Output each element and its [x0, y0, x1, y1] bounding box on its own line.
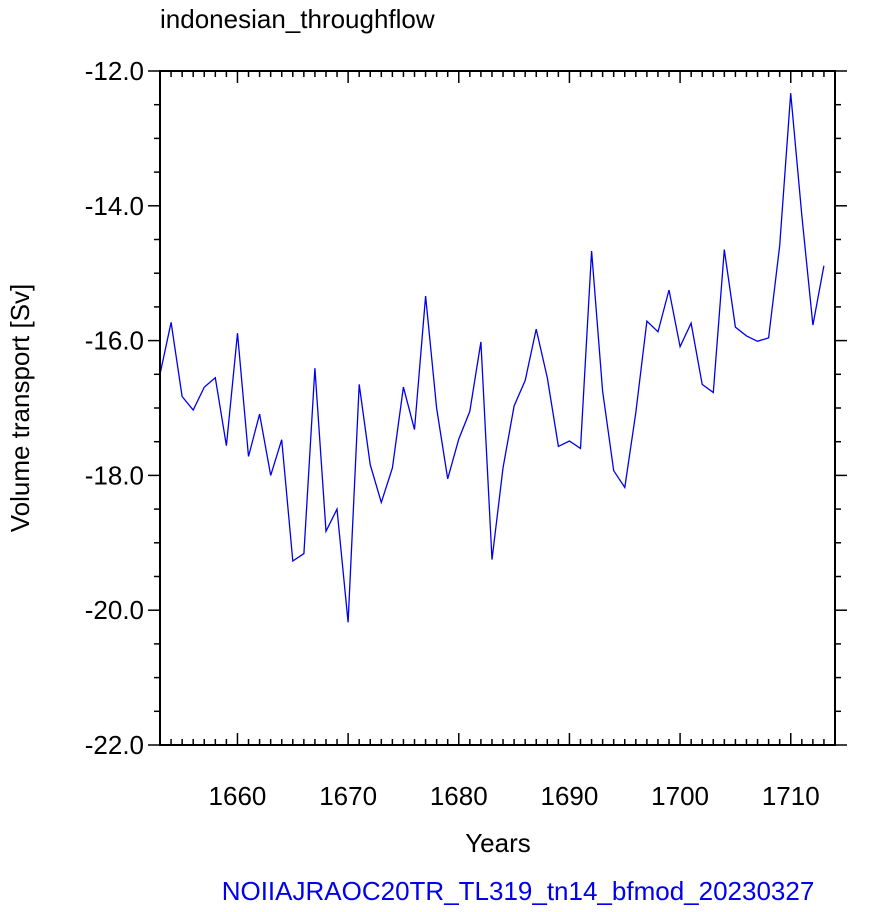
series-line	[159, 93, 825, 623]
footer-label: NOIIAJRAOC20TR_TL319_tn14_bfmod_20230327	[222, 876, 815, 906]
x-axis-label: Years	[465, 828, 531, 858]
x-tick-label: 1700	[651, 781, 709, 811]
y-tick-labels: -22.0 -20.0 -18.0 -16.0 -14.0 -12.0	[85, 56, 144, 760]
x-tick-labels: 1660 1670 1680 1690 1700 1710	[209, 781, 820, 811]
y-tick-label: -20.0	[85, 595, 144, 625]
y-tick-label: -18.0	[85, 460, 144, 490]
y-tick-label: -22.0	[85, 730, 144, 760]
x-tick-label: 1670	[319, 781, 377, 811]
y-tick-label: -12.0	[85, 56, 144, 86]
x-tick-label: 1690	[541, 781, 599, 811]
plot-frame	[159, 70, 836, 746]
axis-ticks	[148, 70, 847, 746]
x-tick-label: 1680	[430, 781, 488, 811]
y-axis-label: Volume transport [Sv]	[5, 284, 35, 533]
y-tick-label: -16.0	[85, 326, 144, 356]
chart-title: indonesian_throughflow	[160, 4, 435, 34]
x-tick-label: 1710	[762, 781, 820, 811]
x-tick-label: 1660	[209, 781, 267, 811]
y-tick-label: -14.0	[85, 191, 144, 221]
